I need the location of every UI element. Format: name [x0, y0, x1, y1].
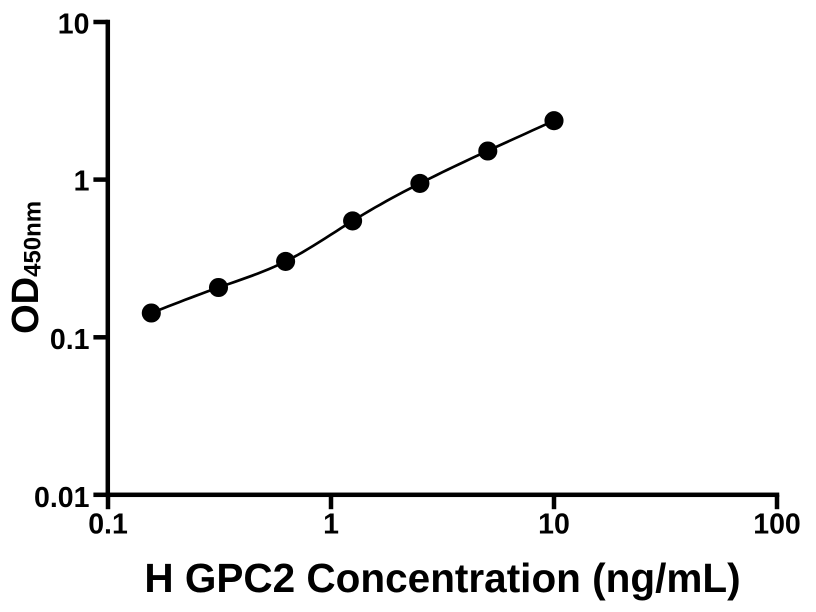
svg-text:100: 100	[753, 508, 801, 540]
svg-text:H GPC2 Concentration (ng/mL): H GPC2 Concentration (ng/mL)	[144, 555, 740, 601]
svg-text:0.01: 0.01	[34, 482, 90, 514]
svg-text:1: 1	[323, 508, 339, 540]
svg-text:10: 10	[538, 508, 570, 540]
svg-text:0.1: 0.1	[50, 324, 90, 356]
svg-text:0.1: 0.1	[88, 508, 128, 540]
svg-text:1: 1	[74, 166, 90, 198]
svg-text:10: 10	[58, 9, 90, 41]
